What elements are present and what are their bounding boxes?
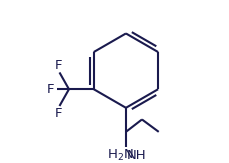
Text: NH: NH [126,149,146,162]
Text: F: F [55,107,62,120]
Text: H$_2$N: H$_2$N [106,148,133,163]
Text: F: F [55,59,62,72]
Text: F: F [46,83,54,96]
